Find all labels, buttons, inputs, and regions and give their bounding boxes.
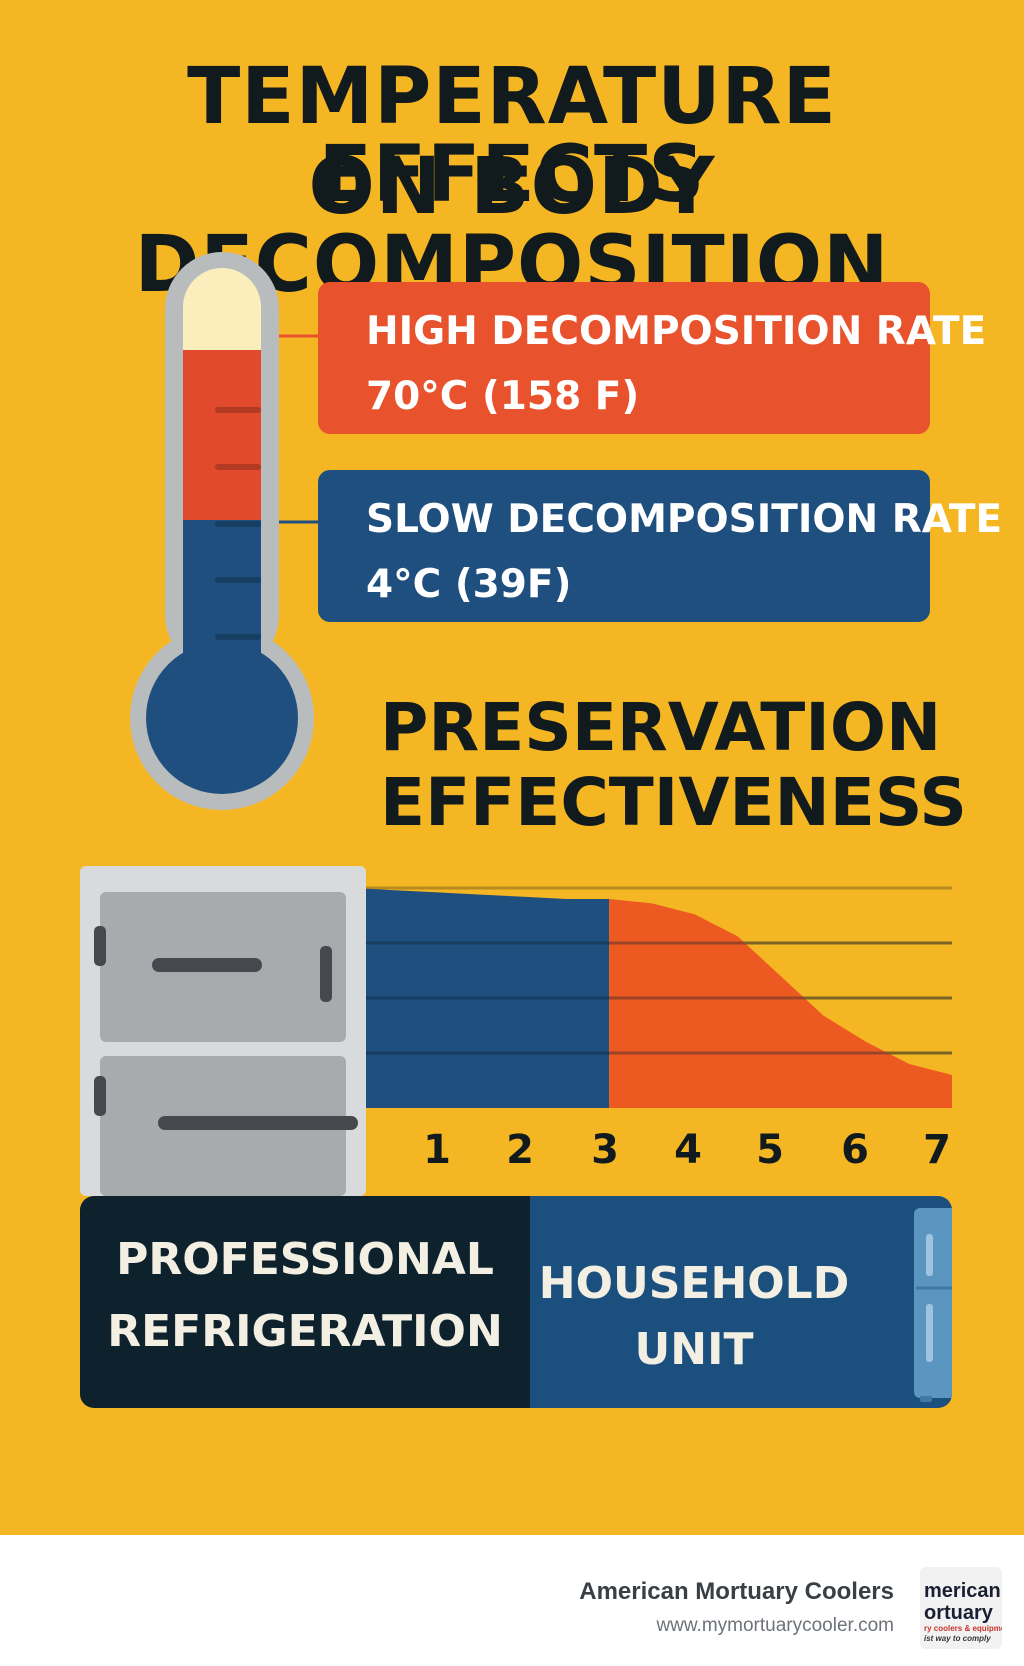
x-tick-label: 6 xyxy=(841,1127,869,1173)
infographic-poster: TEMPERATURE EFFECTS ON BODY DECOMPOSITIO… xyxy=(0,0,1024,1535)
chart-area-series-2 xyxy=(609,899,952,1108)
slow-rate-callout: SLOW DECOMPOSITION RATE 4°C (39F) xyxy=(318,470,1003,622)
title-line-1: TEMPERATURE EFFECTS xyxy=(187,52,837,220)
footer: American Mortuary Coolers www.mymortuary… xyxy=(0,1535,1024,1666)
section-title-line-2: EFFECTIVENESS xyxy=(380,764,967,841)
x-tick-label: 4 xyxy=(674,1127,702,1173)
thermometer-red-fill xyxy=(183,350,261,522)
thermometer-icon xyxy=(130,252,320,810)
logo-text: ortuary xyxy=(924,1602,993,1624)
x-tick-label: 3 xyxy=(591,1127,619,1173)
logo-text: merican xyxy=(924,1580,1001,1602)
professional-label-line-2: REFRIGERATION xyxy=(107,1306,503,1357)
brand-logo[interactable]: merican ortuary ry coolers & equipment i… xyxy=(920,1567,1002,1649)
brand-name[interactable]: American Mortuary Coolers xyxy=(579,1578,894,1605)
brand-url-link[interactable]: www.mymortuarycooler.com xyxy=(656,1615,894,1636)
high-rate-callout: HIGH DECOMPOSITION RATE 70°C (158 F) xyxy=(318,282,987,434)
high-rate-temperature: 70°C (158 F) xyxy=(366,374,640,419)
professional-fridge-icon xyxy=(80,866,366,1196)
household-label-line-2: UNIT xyxy=(634,1324,754,1375)
household-cell: HOUSEHOLD UNIT xyxy=(530,1196,952,1408)
thermometer-bulb-fill xyxy=(146,642,298,794)
x-tick-label: 1 xyxy=(423,1127,451,1173)
professional-label-line-1: PROFESSIONAL xyxy=(116,1234,494,1285)
logo-text: ist way to comply xyxy=(924,1634,991,1643)
x-tick-label: 5 xyxy=(756,1127,784,1173)
high-rate-label: HIGH DECOMPOSITION RATE xyxy=(366,309,987,354)
comparison-panel: PROFESSIONAL REFRIGERATION HOUSEHOLD UNI… xyxy=(80,1196,952,1408)
section-title-line-1: PRESERVATION xyxy=(380,689,942,766)
household-label-line-1: HOUSEHOLD xyxy=(538,1258,850,1309)
logo-text: ry coolers & equipment xyxy=(924,1624,1002,1633)
x-tick-label: 2 xyxy=(506,1127,534,1173)
chart-area-series-1 xyxy=(352,888,610,1108)
slow-rate-label: SLOW DECOMPOSITION RATE xyxy=(366,497,1003,542)
professional-cell: PROFESSIONAL REFRIGERATION xyxy=(80,1196,530,1408)
household-fridge-icon xyxy=(914,1208,952,1402)
x-tick-label: 7 xyxy=(923,1127,951,1173)
slow-rate-temperature: 4°C (39F) xyxy=(366,562,572,607)
